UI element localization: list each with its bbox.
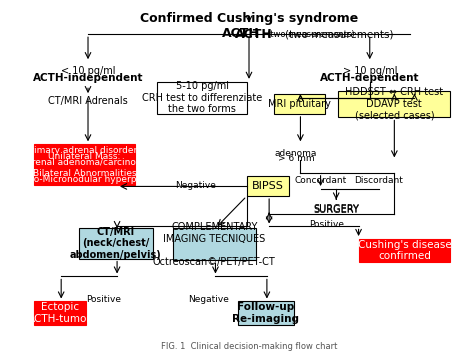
Text: Confirmed Cushing's syndrome: Confirmed Cushing's syndrome <box>140 12 358 25</box>
Text: < 10 pg/ml: < 10 pg/ml <box>61 66 115 76</box>
Text: Concordant: Concordant <box>294 176 346 185</box>
Text: Unilateral Mass:: Unilateral Mass: <box>48 152 121 161</box>
Text: Positive: Positive <box>86 295 121 304</box>
FancyBboxPatch shape <box>238 301 294 325</box>
FancyBboxPatch shape <box>34 301 86 325</box>
FancyBboxPatch shape <box>338 91 450 117</box>
FancyBboxPatch shape <box>34 144 135 185</box>
Text: Macro-Micronodular hyperplasia: Macro-Micronodular hyperplasia <box>12 175 157 184</box>
Text: Ectopic
ACTH-tumor: Ectopic ACTH-tumor <box>28 302 92 324</box>
FancyBboxPatch shape <box>273 94 325 114</box>
Text: 5-10 pg/ml
CRH test to differenziate
the two forms: 5-10 pg/ml CRH test to differenziate the… <box>142 81 262 114</box>
Text: Negative: Negative <box>188 295 229 304</box>
Text: FIG. 1  Clinical decision-making flow chart: FIG. 1 Clinical decision-making flow cha… <box>161 342 337 351</box>
Text: MRI pituitary: MRI pituitary <box>268 99 331 109</box>
Text: Follow-up
Re-imaging: Follow-up Re-imaging <box>232 302 299 324</box>
Text: ACTH: ACTH <box>235 28 273 41</box>
Text: COMPLEMENTARY
IMAGING TECNIQUES

Octreoscan©/PET/PET-CT: COMPLEMENTARY IMAGING TECNIQUES Octreosc… <box>153 222 276 267</box>
FancyBboxPatch shape <box>79 228 153 258</box>
Text: Bilateral Abnormalities: Bilateral Abnormalities <box>33 169 137 178</box>
Text: Cushing's disease
confirmed: Cushing's disease confirmed <box>357 240 451 261</box>
Text: SURGERY: SURGERY <box>313 203 359 213</box>
Text: Primary adrenal disorders:: Primary adrenal disorders: <box>25 146 145 155</box>
FancyBboxPatch shape <box>358 239 450 262</box>
Text: CT/MRI Adrenals: CT/MRI Adrenals <box>48 96 128 107</box>
FancyBboxPatch shape <box>247 176 289 196</box>
Text: > 10 pg/ml: > 10 pg/ml <box>343 66 397 76</box>
Text: Adrenal adenoma/carcinoma: Adrenal adenoma/carcinoma <box>19 157 150 166</box>
Text: (two measurements): (two measurements) <box>267 31 355 40</box>
Text: HDDSST ⇔ CRH test
DDAVP test
(selected cases): HDDSST ⇔ CRH test DDAVP test (selected c… <box>345 87 443 121</box>
Text: Negative: Negative <box>175 181 216 190</box>
Text: CT/MRI
(neck/chest/
abdomen/pelvis): CT/MRI (neck/chest/ abdomen/pelvis) <box>70 227 162 260</box>
Text: (two measurements): (two measurements) <box>285 30 393 40</box>
Text: ACTH-independent: ACTH-independent <box>33 73 143 83</box>
Text: Discordant: Discordant <box>354 176 403 185</box>
Text: adenoma: adenoma <box>275 149 317 158</box>
Text: ACTH-dependent: ACTH-dependent <box>320 73 419 83</box>
FancyBboxPatch shape <box>157 82 247 114</box>
FancyBboxPatch shape <box>173 228 255 260</box>
Text: SURGERY: SURGERY <box>313 205 359 215</box>
Text: ACTH: ACTH <box>222 27 260 40</box>
Text: > 6 mm: > 6 mm <box>278 154 314 163</box>
Text: Positive: Positive <box>310 220 345 229</box>
Text: BIPSS: BIPSS <box>252 181 284 191</box>
